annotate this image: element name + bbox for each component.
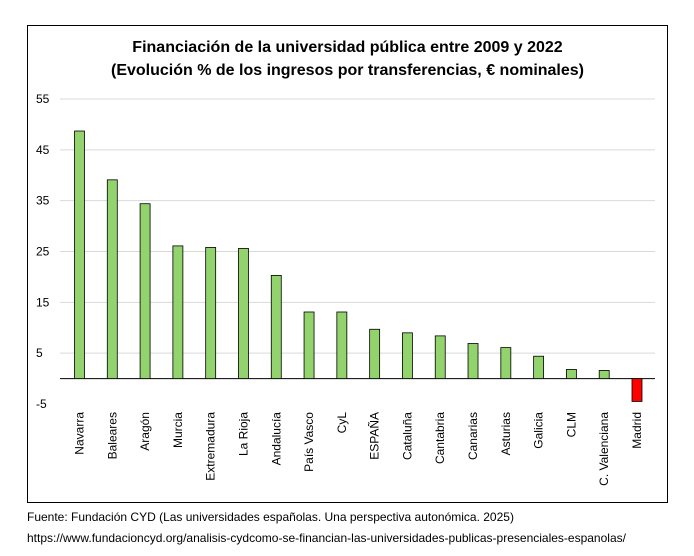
- y-tick-label: 25: [36, 245, 50, 259]
- x-tick-label: C. Valenciana: [597, 412, 611, 486]
- x-tick-label: Extremadura: [204, 412, 218, 481]
- x-tick-label: Asturias: [499, 412, 513, 455]
- bar: [139, 203, 151, 379]
- bar: [270, 274, 282, 379]
- x-tick-label: Galicia: [532, 412, 546, 449]
- bar: [402, 332, 413, 379]
- bar: [598, 370, 610, 379]
- bar: [303, 311, 315, 379]
- bar: [238, 248, 249, 379]
- x-tick-label: Navarra: [73, 412, 87, 455]
- bar: [467, 343, 479, 379]
- bar: [106, 179, 118, 379]
- x-tick-label: ESPAÑA: [368, 412, 382, 460]
- x-tick-label: Cataluña: [400, 412, 414, 460]
- bar: [566, 369, 577, 379]
- x-tick-label: Murcia: [171, 412, 185, 448]
- bar: [631, 378, 643, 402]
- y-tick-label: 15: [36, 295, 50, 309]
- x-tick-label: País Vasco: [302, 412, 316, 472]
- bar: [172, 245, 184, 379]
- bar: [336, 311, 348, 379]
- y-tick-label: 55: [36, 92, 50, 106]
- x-tick-label: CyL: [335, 412, 349, 434]
- x-tick-label: Canarias: [466, 412, 480, 460]
- chart-title: Financiación de la universidad pública e…: [132, 39, 563, 56]
- y-tick-label: 45: [36, 143, 50, 157]
- bar: [369, 328, 381, 379]
- source-url[interactable]: https://www.fundacioncyd.org/analisis-cy…: [27, 531, 626, 545]
- chart-frame: [27, 25, 668, 503]
- bar: [434, 335, 446, 379]
- x-tick-label: Aragón: [138, 412, 152, 451]
- x-tick-label: Baleares: [105, 412, 119, 459]
- y-tick-label: 5: [36, 346, 43, 360]
- bar: [533, 355, 545, 379]
- y-tick-label: 35: [36, 194, 50, 208]
- x-tick-label: CLM: [564, 412, 578, 437]
- x-tick-label: Cantabria: [433, 412, 447, 464]
- bar: [74, 130, 85, 379]
- chart-subtitle: (Evolución % de los ingresos por transfe…: [110, 62, 584, 79]
- x-tick-label: Madrid: [630, 412, 644, 449]
- source-note: Fuente: Fundación CYD (Las universidades…: [27, 510, 514, 524]
- x-tick-label: Andalucía: [269, 412, 283, 466]
- x-tick-label: La Rioja: [236, 412, 250, 456]
- bar: [500, 347, 512, 379]
- bar: [205, 247, 217, 379]
- y-tick-label: -5: [36, 397, 47, 411]
